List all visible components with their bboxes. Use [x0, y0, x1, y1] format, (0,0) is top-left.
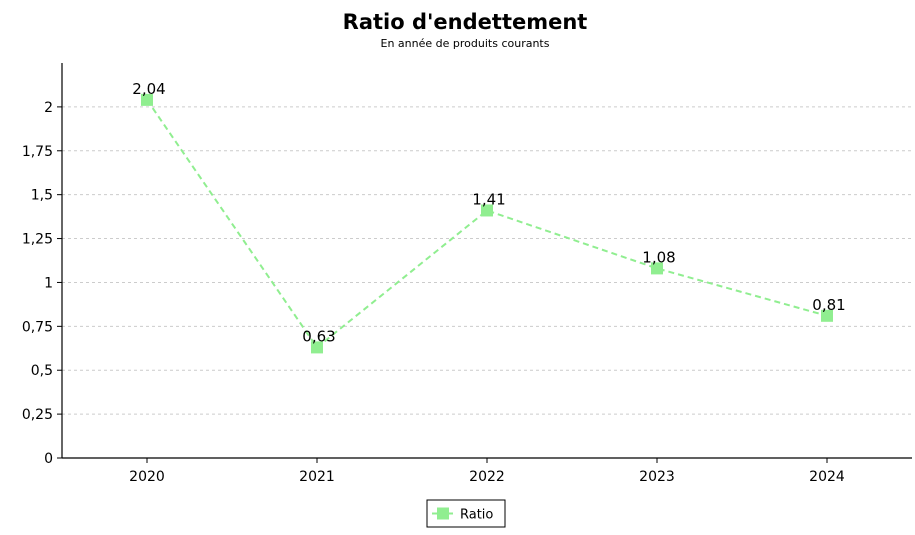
legend-marker-swatch [437, 507, 449, 520]
y-tick-label: 1,75 [22, 144, 53, 160]
data-labels: 2,04 0,63 1,41 1,08 0,81 [132, 80, 845, 346]
data-label: 2,04 [132, 80, 165, 98]
legend-label: Ratio [460, 508, 493, 523]
series-line-ratio [146, 99, 828, 349]
data-label: 1,08 [642, 248, 675, 266]
data-point-marker[interactable] [821, 309, 833, 322]
gridlines [62, 106, 912, 415]
legend-box [426, 499, 506, 528]
data-label: 0,63 [302, 327, 335, 345]
chart-title: Ratio d'endettement [343, 10, 588, 34]
y-tick-label: 0,75 [22, 319, 53, 335]
data-label: 0,81 [812, 296, 845, 314]
y-tick-label: 0,5 [31, 363, 53, 379]
data-label: 1,41 [472, 190, 505, 208]
x-tick-label: 2024 [809, 469, 845, 485]
chart-subtitle: En année de produits courants [381, 37, 550, 50]
y-tick-label: 2 [44, 100, 53, 116]
data-point-marker[interactable] [651, 262, 663, 275]
x-tick-label: 2021 [299, 469, 335, 485]
y-tick-label: 1 [44, 275, 53, 291]
y-tick-label: 1,5 [31, 188, 53, 204]
axes: 0 0,25 0,5 0,75 1 1,25 1,5 1,75 2 2020 2021 2022 202… [22, 63, 912, 485]
x-tick-label: 2020 [129, 469, 165, 485]
y-tick-label: 1,25 [22, 232, 53, 248]
x-tick-label: 2022 [469, 469, 505, 485]
data-point-marker[interactable] [311, 341, 323, 354]
y-tick-label: 0 [44, 451, 53, 467]
series-layer [141, 93, 833, 354]
data-point-marker[interactable] [141, 93, 153, 106]
x-tick-label: 2023 [639, 469, 675, 485]
y-tick-label: 0,25 [22, 407, 53, 423]
legend[interactable]: Ratio [426, 499, 506, 528]
data-point-marker[interactable] [481, 204, 493, 217]
